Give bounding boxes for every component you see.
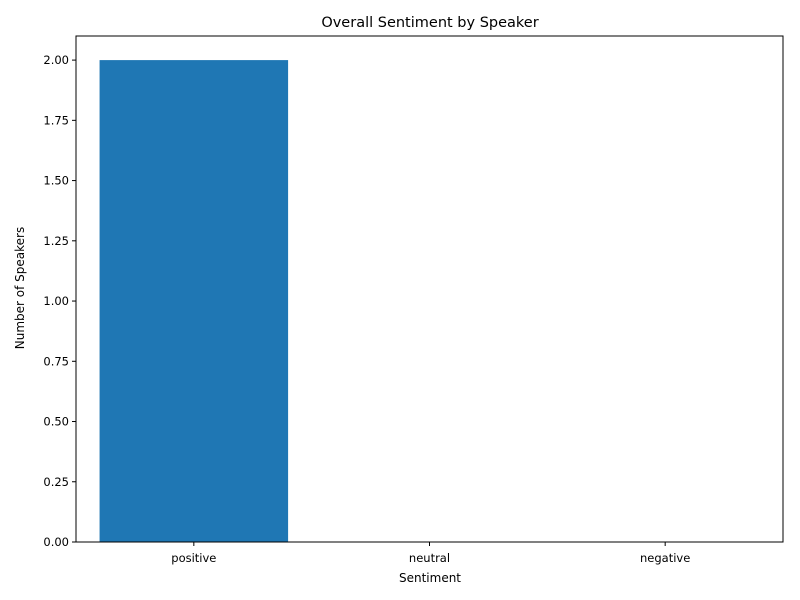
y-tick-label: 1.50 — [43, 174, 69, 188]
x-tick-label-negative: negative — [640, 551, 690, 565]
y-tick-label: 1.25 — [43, 234, 69, 248]
y-axis-label: Number of Speakers — [13, 227, 27, 349]
x-axis-label: Sentiment — [399, 571, 461, 585]
y-tick-label: 1.00 — [43, 294, 69, 308]
chart-title: Overall Sentiment by Speaker — [321, 15, 538, 31]
x-tick-label-neutral: neutral — [409, 551, 450, 565]
x-tick-label-positive: positive — [171, 551, 216, 565]
y-tick-label: 0.50 — [43, 415, 69, 429]
y-tick-label: 0.25 — [43, 475, 69, 489]
plot-area: 0.00 0.25 0.50 0.75 1.00 1.25 1.50 1.75 2.00 posi… — [43, 35, 784, 565]
bar-positive — [99, 60, 289, 542]
y-tick-label: 2.00 — [43, 53, 69, 67]
y-tick-label: 0.00 — [43, 535, 69, 549]
y-tick-label: 0.75 — [43, 354, 69, 368]
y-tick-label: 1.75 — [43, 113, 69, 127]
